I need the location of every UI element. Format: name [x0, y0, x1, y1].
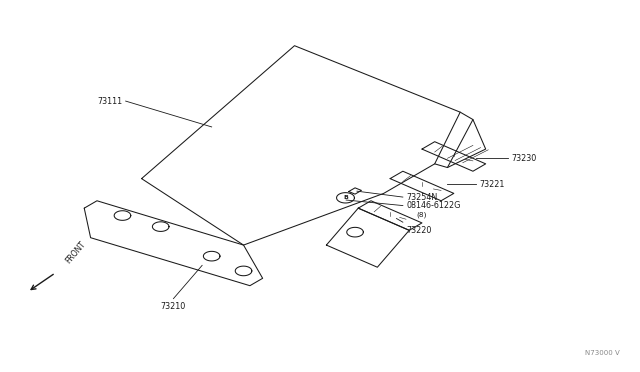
Text: 08146-6122G: 08146-6122G: [406, 201, 460, 210]
Text: B: B: [343, 195, 348, 200]
Text: 73210: 73210: [161, 302, 186, 311]
Text: 73220: 73220: [406, 226, 431, 235]
Text: N73000 V: N73000 V: [585, 350, 620, 356]
Text: FRONT: FRONT: [64, 240, 88, 265]
Text: 73230: 73230: [511, 154, 536, 163]
Text: (8): (8): [417, 212, 428, 218]
Text: 73221: 73221: [479, 180, 505, 189]
Text: 73111: 73111: [97, 97, 122, 106]
Text: 73254N: 73254N: [406, 193, 437, 202]
